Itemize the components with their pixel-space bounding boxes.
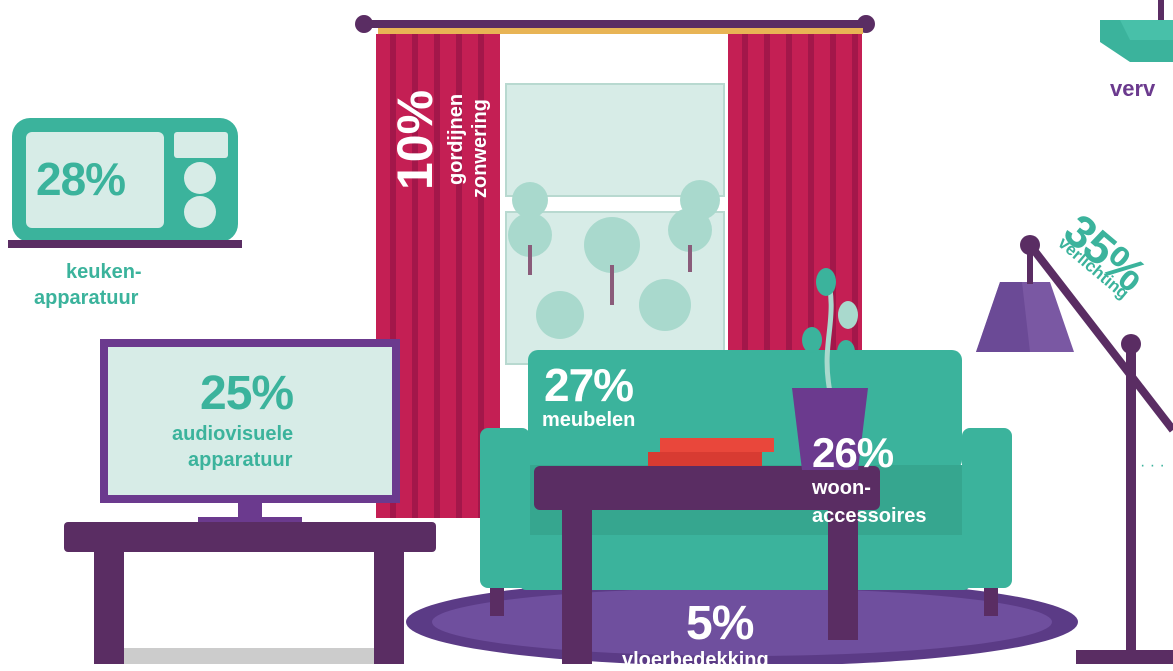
curtains-label-line2: zonwering xyxy=(469,99,491,198)
accessories-label-line1: woon- xyxy=(812,477,871,499)
svg-text:· · ·: · · · xyxy=(1140,457,1165,474)
furniture-label: meubelen xyxy=(542,409,636,431)
window xyxy=(500,34,728,365)
accessories-percent: 26% xyxy=(812,429,894,476)
tv-table xyxy=(64,522,436,664)
av-label-line2: apparatuur xyxy=(188,449,293,471)
heating-label-partial: verv xyxy=(1110,76,1156,101)
heater-partial xyxy=(1100,0,1173,62)
plant xyxy=(792,268,868,470)
kitchen-label-line1: keuken- xyxy=(66,261,142,283)
curtains-percent: 10% xyxy=(387,89,443,190)
microwave xyxy=(8,118,242,248)
av-percent: 25% xyxy=(200,367,294,420)
kitchen-percent: 28% xyxy=(36,153,126,205)
rod-finial-left xyxy=(355,15,373,33)
books xyxy=(648,438,774,466)
television xyxy=(100,339,400,523)
kitchen-label-line2: apparatuur xyxy=(34,287,139,309)
flooring-percent: 5% xyxy=(686,597,754,650)
curtains-label-line1: gordijnen xyxy=(445,93,467,185)
coffee-table xyxy=(534,466,880,664)
curtain-rod xyxy=(360,20,870,28)
accessories-label-line2: accessoires xyxy=(812,505,927,527)
flooring-label: vloerbedekking xyxy=(622,649,769,671)
floor-lamp: · · · xyxy=(976,235,1173,664)
av-label-line1: audiovisuele xyxy=(172,423,294,445)
furniture-percent: 27% xyxy=(544,359,634,411)
